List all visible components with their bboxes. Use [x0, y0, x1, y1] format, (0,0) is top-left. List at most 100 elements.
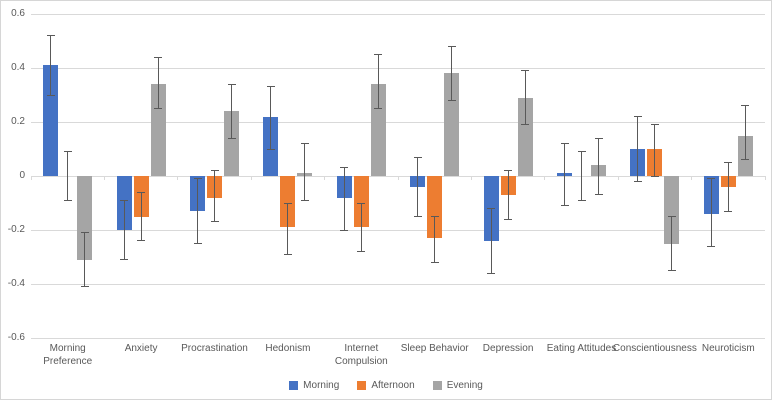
error-bar	[598, 138, 599, 195]
error-bar-cap	[560, 205, 569, 207]
error-bar	[140, 192, 142, 241]
error-bar	[654, 124, 656, 176]
error-bar-cap	[741, 105, 750, 107]
bar	[664, 176, 680, 244]
bar	[370, 84, 386, 176]
axis-tick	[397, 176, 399, 180]
error-bar-cap	[210, 221, 219, 223]
bar	[77, 176, 93, 260]
category-label: Depression	[482, 343, 534, 354]
category-label: Internet Compulsion	[334, 343, 388, 367]
error-bar	[214, 170, 215, 222]
error-bar-cap	[650, 175, 659, 177]
error-bar-cap	[80, 286, 89, 288]
error-bar-cap	[707, 178, 716, 180]
error-bar-cap	[667, 270, 676, 271]
gridline	[31, 121, 765, 123]
error-bar	[157, 57, 159, 109]
error-bar-cap	[487, 207, 496, 209]
error-bar-cap	[413, 216, 422, 217]
error-bar-cap	[46, 94, 55, 96]
error-bar	[507, 170, 509, 220]
error-bar-cap	[374, 54, 383, 55]
bar	[280, 176, 296, 228]
legend-label: Evening	[446, 379, 483, 391]
error-bar-cap	[193, 178, 202, 180]
axis-tick	[250, 176, 252, 180]
error-bar-cap	[357, 202, 366, 204]
error-bar	[197, 178, 198, 244]
error-bar-cap	[504, 170, 513, 172]
error-bar	[727, 162, 729, 212]
axis-tick	[764, 176, 766, 180]
error-bar-cap	[300, 199, 309, 201]
error-bar-cap	[650, 124, 659, 126]
error-bar-cap	[707, 245, 716, 247]
error-bar-cap	[283, 202, 292, 204]
error-bar-cap	[266, 148, 275, 150]
error-bar-cap	[724, 162, 733, 163]
axis-tick	[30, 176, 32, 180]
error-bar-cap	[120, 259, 129, 261]
error-bar-cap	[340, 229, 349, 231]
error-bar-cap	[154, 108, 163, 109]
axis-tick	[691, 176, 693, 180]
error-bar-cap	[560, 143, 569, 145]
category-label: Neuroticism	[701, 343, 755, 354]
error-bar	[343, 167, 345, 230]
error-bar-cap	[413, 156, 422, 158]
category-label: Procrastination	[181, 343, 248, 354]
gridline	[31, 13, 765, 15]
error-bar-cap	[521, 124, 530, 126]
legend-item: Evening	[432, 379, 483, 391]
error-bar-cap	[447, 99, 456, 101]
y-tick-label: -0.6	[7, 332, 25, 343]
bar	[427, 176, 443, 239]
error-bar	[490, 208, 492, 274]
error-bar	[287, 203, 289, 255]
y-tick-label: -0.2	[7, 224, 25, 235]
error-bar	[270, 86, 272, 149]
error-bar-cap	[120, 199, 129, 201]
error-bar	[434, 216, 436, 263]
error-bar-cap	[137, 240, 146, 242]
y-tick-label: 0.6	[11, 8, 25, 19]
error-bar-cap	[633, 116, 642, 118]
error-bar	[637, 116, 639, 182]
error-bar-cap	[487, 272, 496, 274]
category-label: Sleep Behavior	[400, 343, 469, 354]
gridline	[31, 229, 765, 231]
category-label: Hedonism	[265, 343, 311, 354]
axis-tick	[177, 176, 179, 180]
y-tick-label: 0.4	[11, 62, 25, 73]
legend-item: Morning	[289, 380, 339, 391]
error-bar-cap	[521, 70, 530, 72]
error-bar-cap	[577, 199, 586, 201]
error-bar-cap	[63, 151, 72, 153]
error-bar	[377, 54, 379, 109]
error-bar	[524, 70, 526, 125]
category-label: Anxiety	[124, 343, 158, 354]
bar	[517, 97, 533, 176]
error-bar-cap	[667, 216, 676, 217]
legend-item: Afternoon	[357, 379, 415, 391]
error-bar-cap	[193, 243, 202, 244]
error-bar-cap	[210, 170, 219, 172]
axis-tick	[324, 176, 326, 180]
axis-tick	[617, 176, 619, 180]
error-bar-cap	[46, 35, 55, 37]
error-bar-cap	[154, 56, 163, 58]
gridline	[31, 337, 765, 339]
y-tick-label: 0.2	[11, 116, 25, 127]
error-bar-cap	[227, 137, 236, 139]
error-bar-cap	[594, 194, 603, 196]
legend-label: Afternoon	[371, 379, 415, 391]
bar	[150, 84, 166, 176]
error-bar-cap	[80, 232, 89, 234]
error-bar	[231, 84, 232, 139]
error-bar	[417, 157, 419, 217]
